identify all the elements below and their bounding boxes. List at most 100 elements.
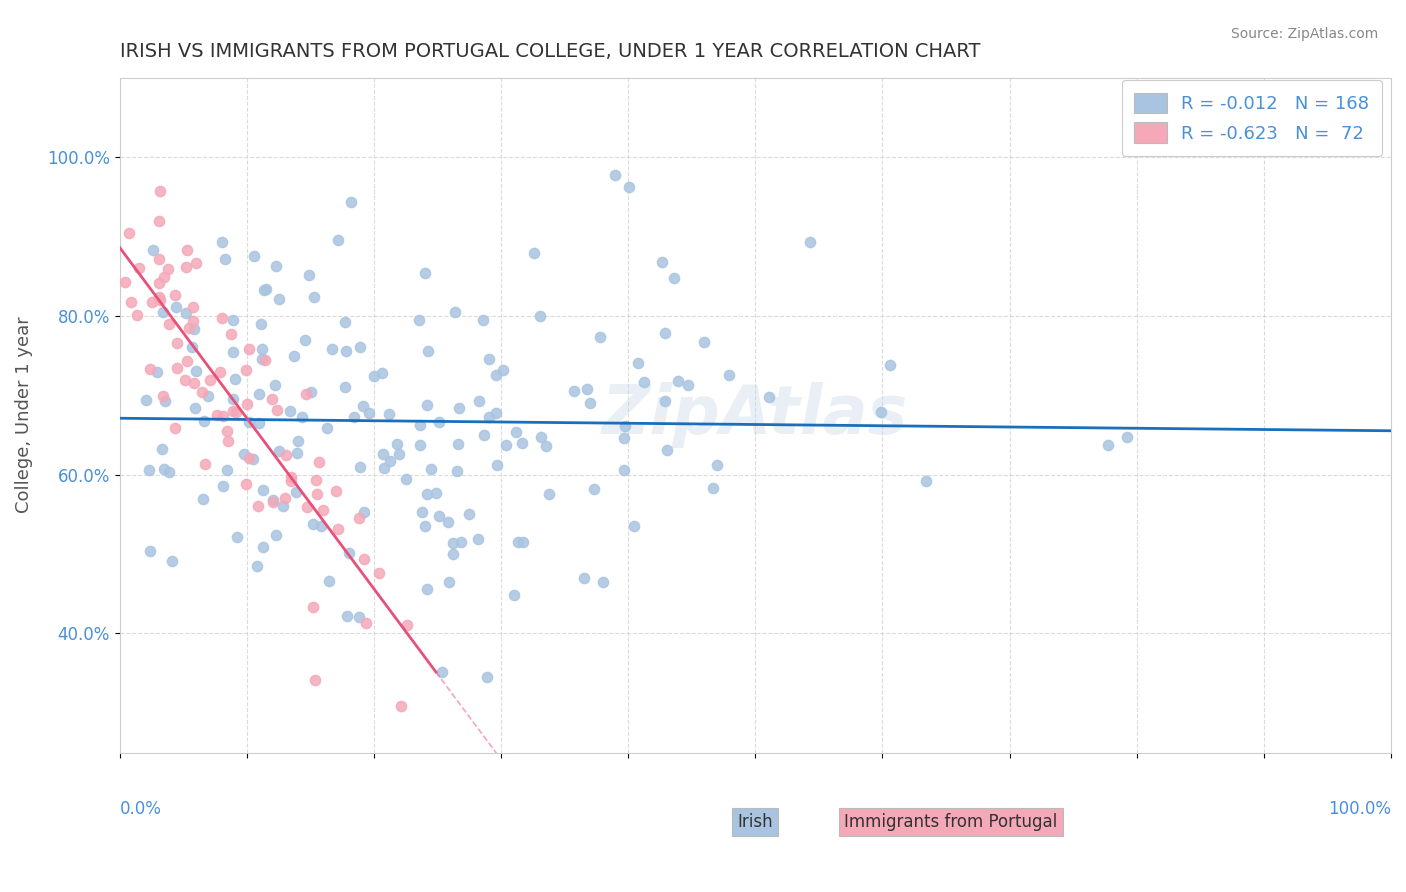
Point [326,233,349,247]
Point [224,372,246,386]
Point [441,535,464,549]
Point [186,364,208,378]
Point [485,406,508,420]
Point [197,389,219,403]
Text: 100.0%: 100.0% [1329,800,1391,818]
Point [328,523,350,537]
Point [575,382,598,396]
Point [321,343,343,357]
Point [307,487,329,501]
Point [262,392,284,406]
Point [280,404,302,418]
Point [160,554,183,568]
Point [408,313,430,327]
Point [617,180,640,194]
Point [249,318,271,332]
Point [193,414,215,428]
Point [336,609,359,624]
Point [235,362,257,376]
Point [150,442,173,457]
Point [242,451,264,466]
Point [142,244,165,258]
Point [222,392,245,406]
Point [371,446,394,460]
Point [190,385,212,400]
Text: ZipAtlas: ZipAtlas [602,382,908,448]
Point [183,376,205,390]
Point [269,443,291,458]
Point [349,460,371,475]
Point [427,508,450,523]
Point [222,344,245,359]
Point [152,462,174,476]
Point [114,275,136,289]
Point [193,457,215,471]
Point [250,343,273,357]
Point [349,510,371,524]
Point [605,168,627,182]
Point [267,293,290,307]
Point [152,389,174,403]
Point [211,409,233,423]
Point [562,384,585,398]
Point [243,249,266,263]
Point [128,260,150,275]
Point [335,343,357,358]
Point [444,305,467,319]
Point [472,427,495,442]
Point [225,405,247,419]
Point [262,495,284,509]
Point [236,397,259,411]
Point [666,374,689,388]
Point [353,505,375,519]
Point [302,290,325,304]
Point [165,420,187,434]
Point [425,486,447,500]
Point [613,431,636,445]
Point [529,309,551,323]
Point [654,326,676,340]
Point [349,340,371,354]
Point [247,387,270,401]
Point [156,262,179,277]
Point [148,252,170,266]
Point [298,268,321,282]
Point [437,575,460,590]
Point [413,519,436,533]
Point [184,401,207,415]
Point [333,315,356,329]
Point [138,462,160,476]
Point [183,321,205,335]
Point [478,410,501,425]
Point [153,269,176,284]
Point [165,300,187,314]
Point [146,366,169,380]
Point [371,366,394,380]
Point [574,571,596,585]
Point [222,403,245,417]
Point [271,499,294,513]
Point [446,464,468,478]
Point [450,535,472,549]
Point [411,505,433,519]
Point [238,415,260,429]
Point [205,408,228,422]
Point [879,359,901,373]
Point [184,256,207,270]
Point [252,483,274,497]
Point [472,312,495,326]
Point [287,434,309,449]
Point [718,368,741,383]
Point [148,276,170,290]
Point [416,487,439,501]
Point [262,492,284,507]
Point [1115,430,1137,444]
Point [238,343,260,357]
Point [512,534,534,549]
Point [409,438,432,452]
Point [301,516,323,531]
Point [432,665,454,679]
Point [305,473,328,487]
Point [149,185,172,199]
Point [357,406,380,420]
